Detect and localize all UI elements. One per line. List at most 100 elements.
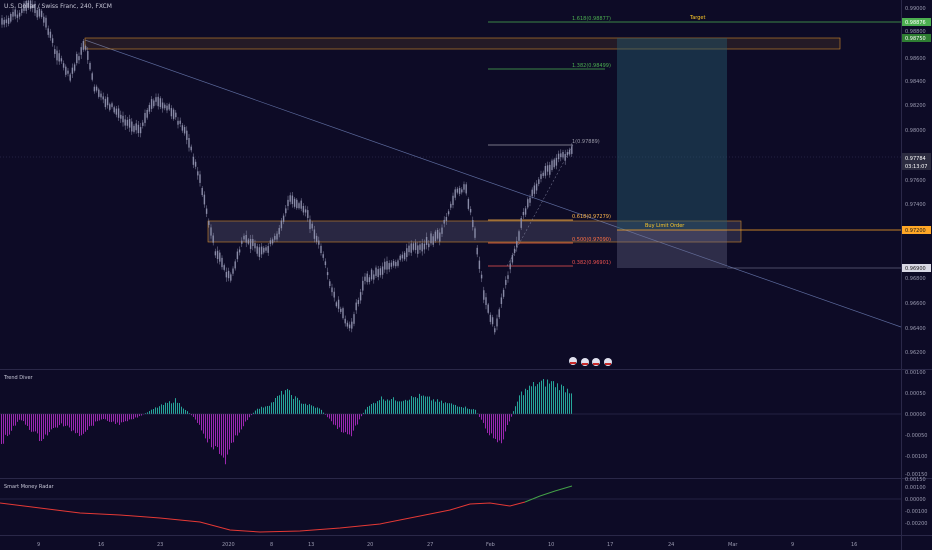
trend-diver-bar: [287, 388, 288, 414]
trend-diver-bar: [47, 414, 48, 436]
trend-diver-bar: [171, 403, 172, 414]
trend-diver-bar: [203, 414, 204, 434]
trend-diver-bar: [361, 414, 362, 417]
trend-diver-bar: [521, 391, 522, 414]
trend-diver-bar: [559, 390, 560, 414]
candle-body: [98, 89, 100, 97]
trend-diver-bar: [465, 406, 466, 414]
candle-body: [571, 146, 573, 154]
trend-diver-bar: [471, 409, 472, 414]
candle-body: [485, 297, 487, 305]
candle-body: [87, 51, 89, 60]
trend-diver-bar: [567, 388, 568, 414]
position-loss-area[interactable]: [617, 230, 727, 268]
trend-diver-bar: [89, 414, 90, 427]
trend-diver-bar: [339, 414, 340, 428]
candle-body: [183, 127, 186, 134]
candle-body: [263, 247, 265, 253]
candle-body: [318, 240, 320, 245]
candle-body: [364, 276, 366, 281]
candle-body: [109, 104, 111, 110]
trend-diver-bar: [21, 414, 22, 421]
trend-diver-bar: [29, 414, 30, 430]
trend-diver-bar: [337, 414, 338, 429]
time-label: Feb: [486, 542, 495, 548]
trend-diver-bar: [197, 414, 198, 423]
trend-diver-bar: [271, 402, 272, 414]
fib-label-0618: 0.618(0.97279): [572, 214, 611, 220]
candle-body: [421, 243, 423, 252]
candle-body: [32, 4, 34, 9]
candle-body: [3, 19, 5, 25]
candle-body: [91, 73, 93, 80]
candle-body: [111, 103, 113, 107]
trend-diver-bar: [59, 414, 60, 426]
trend-diver-bar: [7, 414, 8, 437]
trend-diver-bar: [491, 414, 492, 434]
trend-diver-bar: [569, 393, 570, 414]
trend-diver-bar: [295, 396, 296, 414]
price-axis[interactable]: 0.99000 0.98800 0.98600 0.98400 0.98200 …: [902, 6, 931, 356]
supply-zone-box[interactable]: [84, 37, 841, 50]
candle-body: [223, 265, 225, 270]
trend-diver-bar: [173, 402, 174, 414]
trend-diver-bar: [263, 407, 264, 414]
candle-body: [520, 218, 522, 228]
candle-body: [205, 208, 208, 214]
trend-diver-bar: [299, 400, 300, 414]
trend-diver-bar: [125, 414, 126, 422]
candle-body: [412, 243, 415, 250]
trend-diver-bar: [17, 414, 18, 422]
trend-diver-bar: [101, 414, 102, 420]
trend-diver-bar: [133, 414, 134, 420]
candle-body: [38, 8, 41, 17]
trend-diver-bar: [519, 395, 520, 414]
candle-body: [238, 249, 241, 253]
trend-diver-bar: [275, 397, 276, 414]
trend-diver-bar: [437, 399, 438, 414]
candle-body: [342, 308, 344, 319]
trend-diver-bar: [441, 400, 442, 414]
trend-diver-bar: [169, 401, 170, 414]
candle-body: [256, 246, 258, 254]
candle-body: [76, 53, 78, 64]
candle-body: [474, 228, 476, 238]
time-label: Mar: [728, 542, 738, 548]
trend-diver-bar: [525, 388, 526, 414]
candle-body: [128, 119, 131, 128]
event-icons[interactable]: [569, 357, 612, 366]
time-axis[interactable]: 9 16 23 2020 8 13 20 27 Feb 10 17 24 Mar…: [37, 542, 857, 548]
trend-diver-bar: [495, 414, 496, 439]
trend-diver-bar: [309, 404, 310, 414]
time-label: 16: [98, 542, 104, 548]
trend-diver-bar: [383, 399, 384, 414]
candle-body: [494, 328, 496, 333]
candle-body: [410, 243, 412, 253]
position-profit-area[interactable]: [617, 38, 727, 230]
trend-diver-bar: [141, 414, 142, 416]
candle-body: [186, 130, 188, 140]
candle-body: [562, 151, 564, 158]
candle-body: [540, 174, 542, 179]
trend-diver-bar: [193, 414, 194, 417]
candle-body: [428, 243, 430, 248]
smr-tick-4: -0.00200: [905, 521, 927, 527]
trend-diver-bar: [527, 389, 528, 414]
trend-diver-bar: [359, 414, 360, 420]
trend-diver-bar: [107, 414, 108, 421]
trend-diver-bar: [27, 414, 28, 426]
trend-diver-bar: [207, 414, 208, 443]
candle-body: [432, 236, 434, 245]
trend-diver-bar: [121, 414, 122, 423]
time-label: 9: [37, 542, 40, 548]
price-tick-10: 0.96400: [905, 326, 926, 332]
trend-diver-bar: [139, 414, 140, 417]
candle-body: [320, 245, 322, 254]
candle-body: [62, 63, 65, 68]
trend-diver-bar: [321, 409, 322, 414]
candle-body: [476, 247, 478, 255]
trend-diver-bar: [45, 414, 46, 435]
candle-body: [454, 189, 456, 198]
trend-diver-bar: [493, 414, 494, 439]
